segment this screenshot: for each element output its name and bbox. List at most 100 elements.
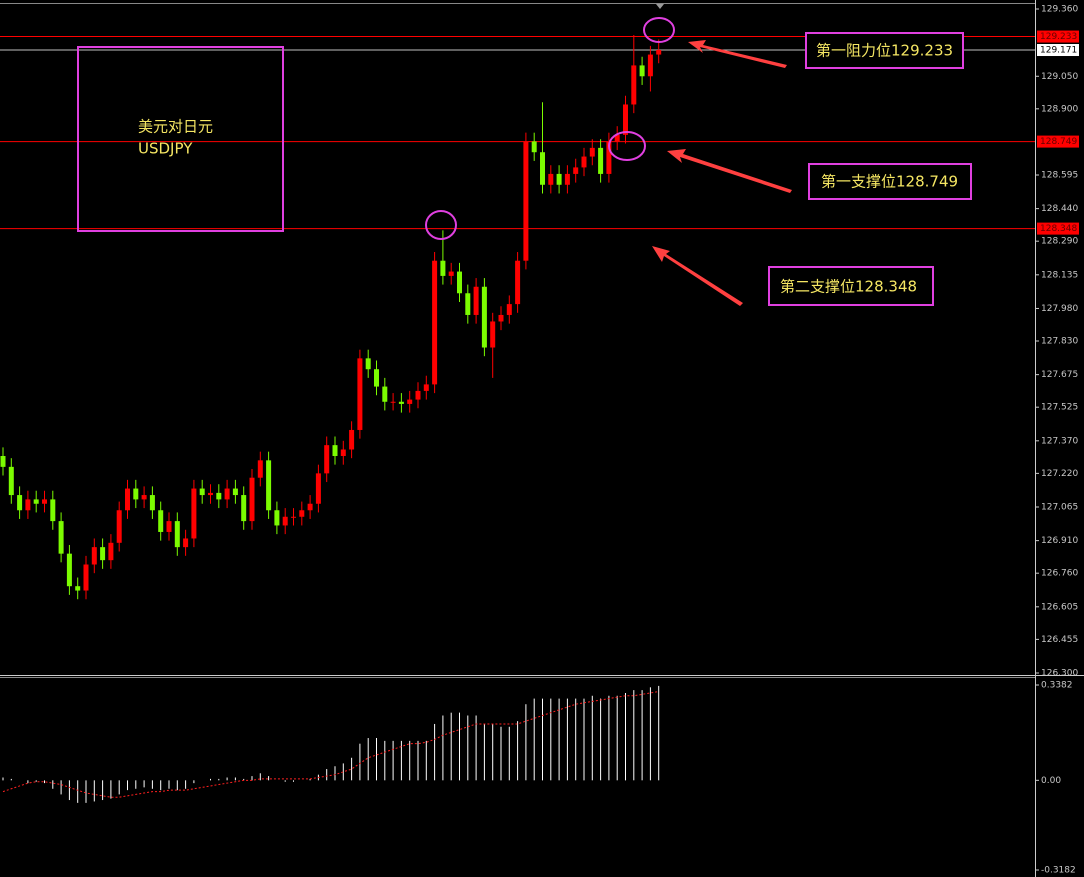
arrow bbox=[667, 149, 792, 193]
y-tick-label: 126.605 bbox=[1041, 602, 1078, 612]
candle-body bbox=[490, 321, 496, 348]
level-label: 129.233 bbox=[1040, 32, 1077, 42]
candle-body bbox=[357, 358, 363, 430]
candle-body bbox=[540, 152, 545, 185]
level-tag bbox=[1037, 44, 1079, 57]
circle bbox=[608, 131, 646, 161]
y-tick-label: 128.440 bbox=[1041, 204, 1078, 214]
y-tick-label: 128.900 bbox=[1041, 104, 1078, 114]
y-tick-label: 129.050 bbox=[1041, 72, 1078, 82]
candle-body bbox=[623, 104, 628, 135]
candle-body bbox=[465, 293, 471, 315]
level-label: 129.171 bbox=[1040, 46, 1077, 56]
arrow bbox=[688, 40, 787, 68]
candle-body bbox=[266, 460, 272, 511]
candle-body bbox=[407, 399, 413, 404]
candle-body bbox=[315, 473, 321, 504]
level-label: 128.348 bbox=[1040, 224, 1077, 234]
note-box bbox=[805, 32, 964, 69]
candle-body bbox=[324, 445, 330, 474]
candle-body bbox=[506, 304, 512, 315]
candle-body bbox=[349, 429, 355, 450]
candle-body bbox=[332, 445, 338, 457]
candle-body bbox=[42, 499, 47, 504]
y-tick-label: 126.910 bbox=[1041, 536, 1078, 546]
y-tick-label: -0.3182 bbox=[1041, 866, 1076, 876]
candle-body bbox=[100, 547, 106, 561]
candle-body bbox=[17, 495, 23, 511]
arrow bbox=[652, 246, 743, 306]
note-box bbox=[768, 266, 934, 306]
candle-body bbox=[598, 147, 604, 174]
candle-body bbox=[299, 510, 305, 517]
y-tick-label: 127.980 bbox=[1041, 304, 1078, 314]
y-tick-label: 128.595 bbox=[1041, 171, 1078, 181]
candle-body bbox=[183, 538, 189, 548]
candle-body bbox=[581, 156, 587, 168]
candle-body bbox=[8, 466, 14, 496]
candle-body bbox=[614, 134, 620, 142]
candle-body bbox=[382, 386, 388, 402]
candle-body bbox=[158, 510, 164, 532]
candle-body bbox=[656, 50, 662, 55]
note-text: USDJPY bbox=[138, 140, 193, 158]
candle-body bbox=[515, 260, 521, 305]
y-tick-label: 129.360 bbox=[1041, 5, 1078, 15]
annotations: 美元对日元 USDJPY 第一阻力位129.233 第一支撑位128.749 第… bbox=[77, 17, 972, 306]
candle-body bbox=[481, 286, 487, 348]
candle-body bbox=[216, 492, 222, 500]
candle-body bbox=[116, 510, 122, 543]
candle-body bbox=[548, 173, 554, 185]
note-text: 第一支撑位128.749 bbox=[821, 173, 958, 191]
candle-body bbox=[415, 390, 421, 400]
plot: 129.360 129.050 128.900 128.595 128.440 128.2… bbox=[0, 5, 1079, 876]
candle-body bbox=[432, 260, 438, 385]
y-tick-label: 128.290 bbox=[1041, 237, 1078, 247]
level-tag bbox=[1037, 30, 1079, 43]
candle-body bbox=[631, 65, 637, 105]
y-tick-label: 127.830 bbox=[1041, 337, 1078, 347]
candle-body bbox=[340, 449, 346, 457]
candle-body bbox=[589, 147, 595, 157]
circle bbox=[425, 210, 457, 240]
candle-body bbox=[91, 547, 97, 565]
y-tick-label: 127.370 bbox=[1041, 436, 1078, 446]
candle-body bbox=[398, 401, 404, 404]
candle-body bbox=[125, 488, 130, 511]
y-tick-label: 0.00 bbox=[1041, 776, 1061, 786]
candle-body bbox=[556, 173, 562, 185]
candle-body bbox=[66, 553, 72, 587]
candle-body bbox=[58, 521, 64, 554]
y-tick-label: 126.760 bbox=[1041, 569, 1078, 579]
candle-body bbox=[531, 141, 537, 153]
candle-body bbox=[365, 358, 371, 370]
note-box bbox=[808, 163, 972, 200]
candle-body bbox=[191, 488, 197, 539]
candle-body bbox=[564, 173, 570, 185]
y-tick-label: 127.065 bbox=[1041, 503, 1078, 513]
note-box bbox=[77, 46, 284, 232]
note-text: 第一阻力位129.233 bbox=[816, 42, 953, 60]
candle-body bbox=[457, 271, 462, 294]
candle-body bbox=[274, 510, 280, 526]
marker bbox=[656, 4, 664, 9]
candle-body bbox=[50, 499, 56, 522]
circle bbox=[643, 17, 675, 43]
y-tick-label: 128.135 bbox=[1041, 270, 1078, 280]
candle-body bbox=[573, 167, 579, 174]
candle-body bbox=[523, 141, 529, 261]
candle-body bbox=[473, 286, 479, 315]
candle-body bbox=[307, 503, 313, 511]
candle-body bbox=[174, 521, 180, 548]
candle-body bbox=[25, 499, 31, 511]
y-tick-label: 127.220 bbox=[1041, 469, 1078, 479]
candle-body bbox=[249, 477, 255, 522]
signal-line bbox=[2, 691, 659, 798]
note-text: 第二支撑位128.348 bbox=[780, 278, 917, 296]
note-text: 美元对日元 bbox=[138, 118, 213, 136]
candle-body bbox=[639, 65, 645, 77]
candle-body bbox=[108, 542, 114, 561]
level-tag bbox=[1037, 222, 1079, 235]
